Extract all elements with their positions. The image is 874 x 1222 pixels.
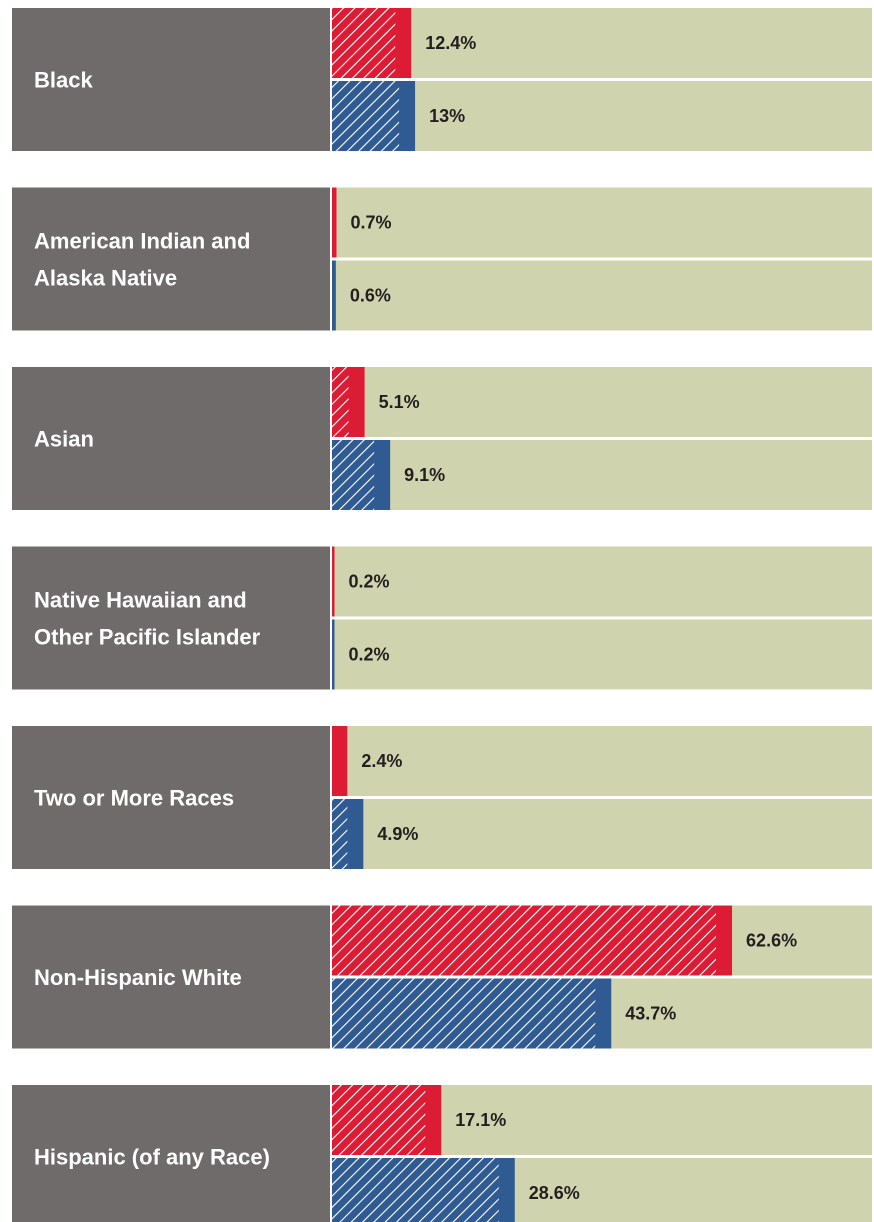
bar-track bbox=[332, 81, 872, 151]
bar-group: Two or More Races 2.4% 4.9% bbox=[12, 726, 872, 869]
data-label: 28.6% bbox=[529, 1183, 580, 1203]
category-label-panel bbox=[12, 8, 330, 151]
data-label: 13% bbox=[429, 106, 465, 126]
bar bbox=[332, 619, 335, 690]
category-label: American Indian and bbox=[34, 229, 250, 254]
data-label: 12.4% bbox=[425, 33, 476, 53]
bar-group: Asian 5.1% 9.1% bbox=[12, 367, 872, 510]
category-label-panel bbox=[12, 1085, 330, 1222]
category-label-panel bbox=[12, 187, 330, 331]
category-label: Hispanic (of any Race) bbox=[34, 1145, 270, 1170]
bar-track bbox=[332, 546, 872, 617]
bar-track bbox=[332, 187, 872, 258]
category-label-panel bbox=[12, 905, 330, 1049]
data-label: 17.1% bbox=[455, 1110, 506, 1130]
data-label: 2.4% bbox=[361, 751, 402, 771]
bar-track bbox=[332, 260, 872, 331]
bar bbox=[332, 726, 348, 796]
data-label: 0.2% bbox=[349, 645, 390, 665]
data-label: 9.1% bbox=[404, 465, 445, 485]
bar-hatch bbox=[332, 440, 375, 510]
category-label: Other Pacific Islander bbox=[34, 625, 261, 650]
category-label-panel bbox=[12, 726, 330, 869]
bar-hatch bbox=[332, 1085, 426, 1155]
bar-track bbox=[332, 799, 872, 869]
bar bbox=[332, 187, 337, 258]
bar-track bbox=[332, 440, 872, 510]
category-label: Native Hawaiian and bbox=[34, 588, 247, 613]
category-label-panel bbox=[12, 367, 330, 510]
bar-hatch bbox=[332, 8, 396, 78]
category-label: Black bbox=[34, 68, 93, 93]
bar-hatch bbox=[332, 1158, 499, 1222]
data-label: 4.9% bbox=[377, 824, 418, 844]
data-label: 0.6% bbox=[350, 286, 391, 306]
bar-group: Hispanic (of any Race) 17.1% 28.6% bbox=[12, 1085, 872, 1222]
bar-group: American Indian and Alaska Native 0.7% 0.6% bbox=[12, 187, 872, 331]
data-label: 0.7% bbox=[350, 213, 391, 233]
bar-track bbox=[332, 367, 872, 437]
data-label: 43.7% bbox=[625, 1004, 676, 1024]
bar-hatch bbox=[332, 978, 596, 1049]
bar-hatch bbox=[332, 81, 400, 151]
bar-track bbox=[332, 8, 872, 78]
category-label: Two or More Races bbox=[34, 786, 234, 811]
category-label: Non-Hispanic White bbox=[34, 965, 242, 990]
data-label: 5.1% bbox=[379, 392, 420, 412]
category-label: Alaska Native bbox=[34, 266, 177, 291]
bar-hatch bbox=[332, 799, 348, 869]
bar-groups: Black 12.4% 13% American Indian and Alaska N… bbox=[12, 8, 872, 1222]
bar-group: Native Hawaiian and Other Pacific Islande… bbox=[12, 546, 872, 690]
bar-track bbox=[332, 619, 872, 690]
bar bbox=[332, 546, 335, 617]
category-label: Asian bbox=[34, 427, 94, 452]
bar-group: Black 12.4% 13% bbox=[12, 8, 872, 151]
bar bbox=[332, 260, 336, 331]
data-label: 0.2% bbox=[349, 572, 390, 592]
data-label: 62.6% bbox=[746, 931, 797, 951]
bar-group: Non-Hispanic White 62.6% 43.7% bbox=[12, 905, 872, 1049]
bar-hatch bbox=[332, 367, 349, 437]
bar-track bbox=[332, 726, 872, 796]
category-label-panel bbox=[12, 546, 330, 690]
bar-hatch bbox=[332, 905, 717, 976]
